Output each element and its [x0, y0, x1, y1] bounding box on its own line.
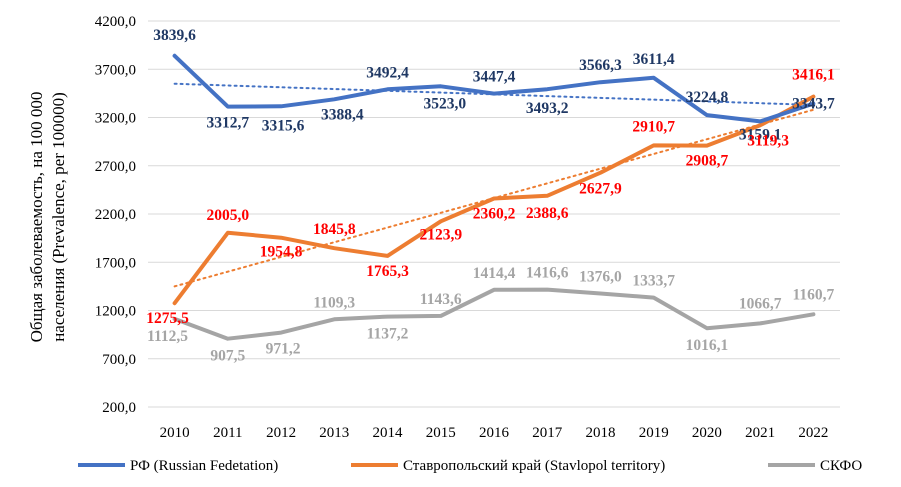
x-tick-label: 2013 [319, 425, 349, 441]
legend-label-skfo: СКФО [820, 458, 862, 474]
data-label-rf: 3493,2 [526, 100, 569, 117]
series-line-skfo [172, 287, 816, 341]
x-tick-label: 2011 [213, 425, 242, 441]
y-tick-label: 200,0 [102, 400, 136, 416]
x-tick-label: 2012 [266, 425, 296, 441]
data-label-rf: 3224,8 [686, 89, 729, 106]
data-label-skfo: 1333,7 [632, 273, 675, 290]
series-line-stavropol [172, 94, 816, 306]
x-tick-label: 2017 [532, 425, 563, 441]
data-label-stavropol: 1954,8 [260, 244, 303, 261]
data-label-rf: 3315,6 [262, 117, 305, 134]
data-label-skfo: 1376,0 [579, 269, 622, 286]
data-label-skfo: 907,5 [210, 348, 245, 365]
legend-item-rf: РФ (Russian Fedetation) [78, 458, 278, 474]
legend-label-rf: РФ (Russian Fedetation) [130, 458, 278, 474]
y-tick-label: 2700,0 [95, 159, 136, 175]
data-label-skfo: 1112,5 [147, 328, 188, 345]
data-label-stavropol: 2627,9 [579, 181, 622, 198]
x-tick-label: 2019 [639, 425, 669, 441]
x-tick-label: 2018 [585, 425, 615, 441]
y-tick-label: 700,0 [102, 352, 136, 368]
data-label-rf: 3611,4 [633, 51, 675, 68]
x-axis-ticks: 2010 2011 2012 2013 2014 2015 2016 2017 2018 2019… [160, 425, 829, 441]
data-label-stavropol: 2388,6 [526, 205, 569, 222]
series-lines [172, 53, 816, 341]
data-label-rf: 3447,4 [473, 69, 516, 86]
data-label-skfo: 1109,3 [313, 294, 355, 311]
data-label-stavropol: 2005,0 [207, 207, 250, 224]
x-tick-label: 2014 [373, 425, 404, 441]
data-label-skfo: 1143,6 [420, 291, 462, 308]
data-label-rf: 3312,7 [207, 115, 250, 132]
data-label-rf: 3159,1 [739, 126, 782, 143]
y-axis-title-line-1: Общая заболеваемость, на 100 000 [27, 92, 46, 343]
y-axis-title-line-2: населения (Prevalence, per 100000) [49, 92, 68, 342]
x-tick-label: 2016 [479, 425, 510, 441]
data-label-skfo: 1066,7 [739, 295, 782, 312]
data-label-stavropol: 2908,7 [686, 153, 729, 170]
data-label-skfo: 971,2 [266, 341, 301, 358]
data-label-rf: 3388,4 [321, 106, 364, 123]
data-labels: 3839,6 3312,7 3315,6 3388,4 3492,4 3523,0 3447… [146, 27, 835, 365]
data-label-stavropol: 3119,3 [747, 132, 789, 149]
y-axis-ticks: 200,0 700,0 1200,0 1700,0 2200,0 2700,0 3200,0… [95, 14, 136, 416]
data-label-stavropol: 3416,1 [792, 67, 835, 84]
data-label-stavropol: 1765,3 [366, 263, 409, 280]
legend-item-skfo: СКФО [768, 458, 862, 474]
data-label-skfo: 1414,4 [473, 265, 516, 282]
legend-item-stavropol: Ставропольский край (Stavlopol territory… [351, 458, 665, 474]
data-label-stavropol: 2910,7 [632, 118, 675, 135]
x-tick-label: 2020 [692, 425, 722, 441]
data-label-stavropol: 2123,9 [419, 226, 462, 243]
y-tick-label: 4200,0 [95, 14, 136, 30]
data-label-rf: 3492,4 [366, 64, 409, 81]
data-label-skfo: 1137,2 [367, 326, 409, 343]
data-label-stavropol: 1275,5 [146, 310, 189, 327]
legend-label-stavropol: Ставропольский край (Stavlopol territory… [403, 458, 665, 474]
x-tick-label: 2021 [745, 425, 775, 441]
data-label-skfo: 1160,7 [792, 286, 834, 303]
x-tick-label: 2015 [426, 425, 456, 441]
legend: РФ (Russian Fedetation) Ставропольский к… [78, 458, 862, 474]
y-tick-label: 1700,0 [95, 255, 136, 271]
data-label-rf: 3566,3 [579, 57, 622, 74]
y-tick-label: 3700,0 [95, 62, 136, 78]
y-tick-label: 3200,0 [95, 111, 136, 127]
x-tick-label: 2010 [160, 425, 190, 441]
data-label-skfo: 1416,6 [526, 265, 569, 282]
x-tick-label: 2022 [798, 425, 828, 441]
y-tick-label: 1200,0 [95, 304, 136, 320]
data-label-stavropol: 1845,8 [313, 221, 356, 238]
data-label-stavropol: 2360,2 [473, 206, 516, 223]
data-label-rf: 3343,7 [792, 96, 835, 113]
y-tick-label: 2200,0 [95, 207, 136, 223]
data-label-rf: 3523,0 [423, 95, 466, 112]
data-label-rf: 3839,6 [153, 27, 196, 44]
data-label-skfo: 1016,1 [686, 337, 729, 354]
series-line-rf [172, 53, 816, 124]
